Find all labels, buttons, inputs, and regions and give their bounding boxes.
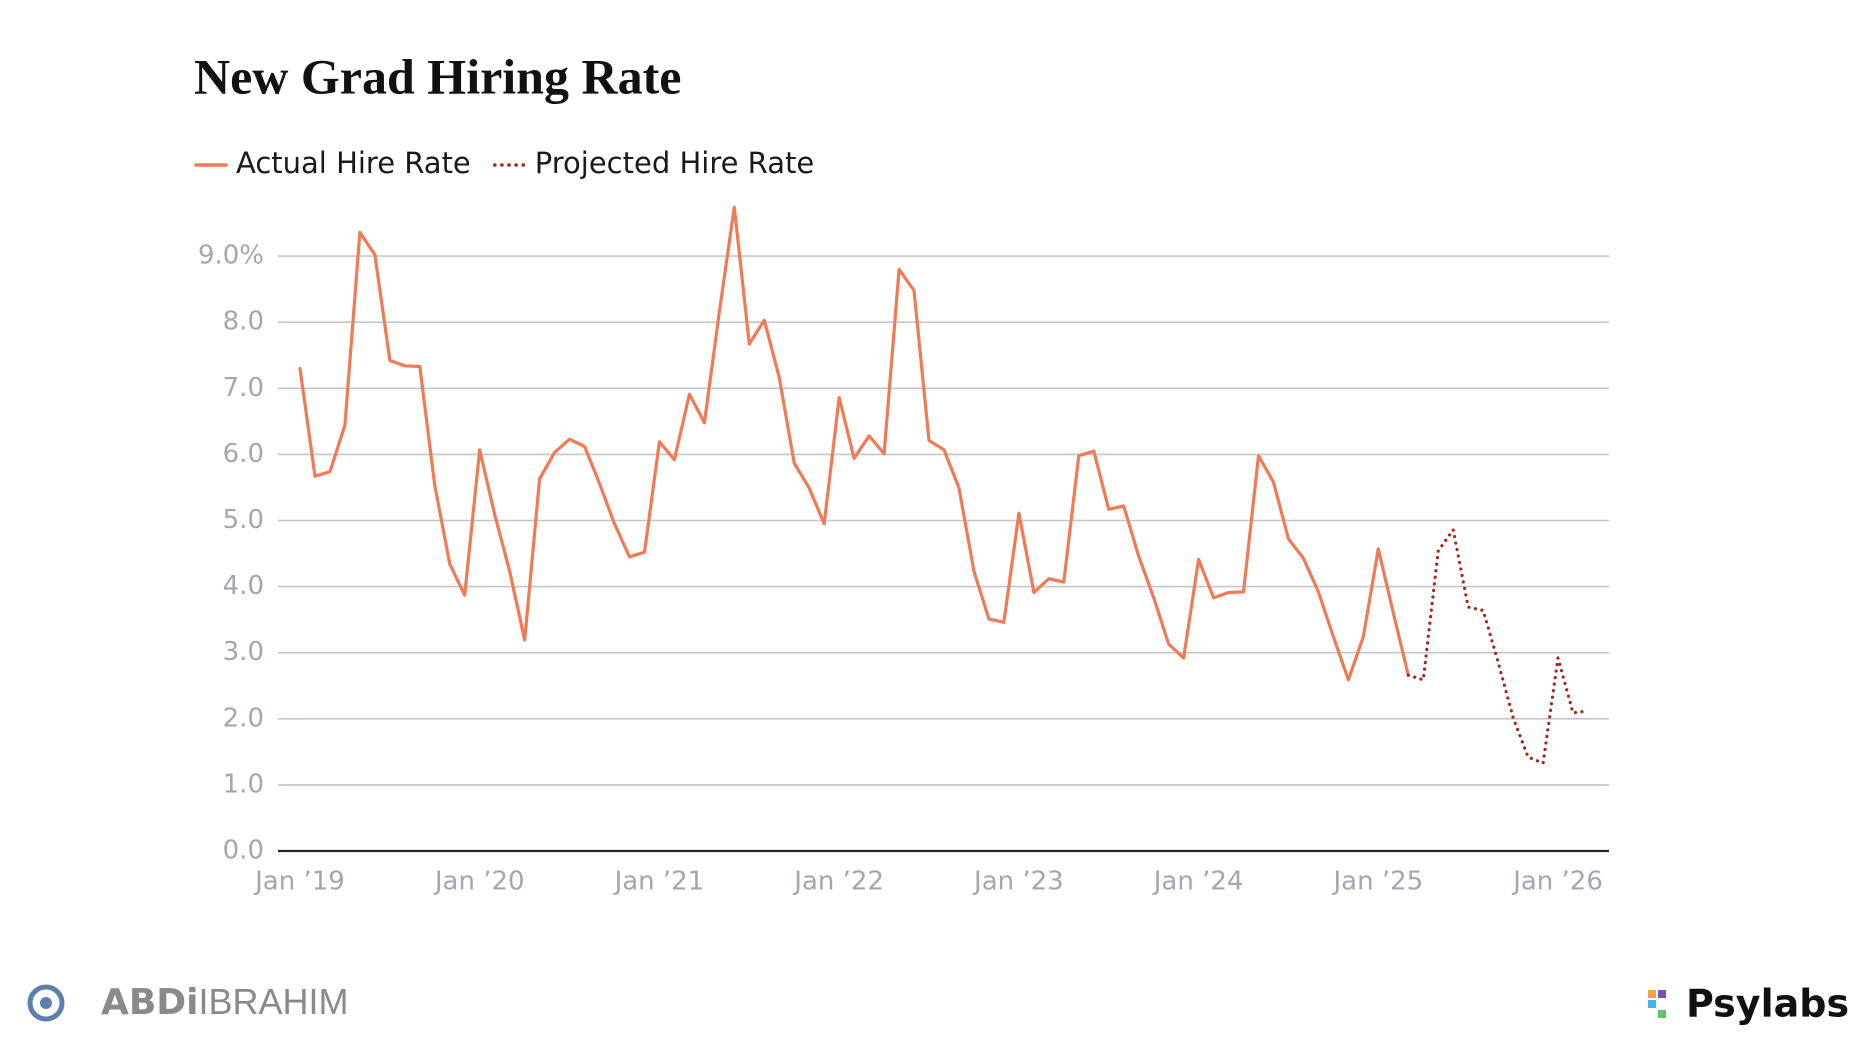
y-tick-label: 2.0 bbox=[223, 703, 264, 733]
x-tick-label: Jan ’21 bbox=[613, 867, 705, 897]
line-series bbox=[1406, 528, 1590, 765]
legend-label: Actual Hire Rate bbox=[236, 146, 471, 180]
footer: ABDiIBRAHIM Psylabs bbox=[27, 981, 1849, 1026]
x-tick-label: Jan ’23 bbox=[972, 867, 1064, 897]
x-tick-label: Jan ’26 bbox=[1511, 867, 1603, 897]
x-tick-label: Jan ’24 bbox=[1152, 867, 1244, 897]
logo-light: IBRAHIM bbox=[199, 981, 349, 1022]
y-tick-label: 8.0 bbox=[223, 307, 264, 337]
logo-icon bbox=[1658, 990, 1666, 998]
logo-icon bbox=[1648, 1000, 1656, 1008]
logo-icon bbox=[40, 997, 52, 1009]
line-series bbox=[298, 205, 1410, 682]
y-tick-label: 0.0 bbox=[223, 836, 264, 866]
y-tick-label: 4.0 bbox=[223, 571, 264, 601]
y-tick-label: 1.0 bbox=[223, 769, 264, 799]
logo-icon bbox=[1648, 990, 1656, 998]
legend-label: Projected Hire Rate bbox=[535, 146, 814, 180]
plot: 0.0 1.0 2.0 3.0 4.0 5.0 6.0 7.0 8.0 9.0% Jan ’19 Ja… bbox=[198, 205, 1609, 897]
logo-bold: ABDi bbox=[101, 982, 199, 1023]
y-tick-label: 3.0 bbox=[223, 637, 264, 667]
x-tick-label: Jan ’25 bbox=[1331, 867, 1423, 897]
y-tick-label: 6.0 bbox=[223, 439, 264, 469]
y-tick-label: 9.0% bbox=[198, 241, 264, 271]
logo-icon bbox=[1658, 1010, 1666, 1018]
x-tick-label: Jan ’22 bbox=[792, 867, 884, 897]
x-tick-label: Jan ’20 bbox=[433, 867, 525, 897]
y-tick-label: 7.0 bbox=[223, 373, 264, 403]
logo-icon bbox=[27, 984, 65, 1022]
logo-text: Psylabs bbox=[1686, 982, 1849, 1026]
legend: Actual Hire Rate Projected Hire Rate bbox=[194, 146, 814, 180]
y-tick-label: 5.0 bbox=[223, 505, 264, 535]
x-tick-label: Jan ’19 bbox=[253, 867, 345, 897]
logo-text: ABDiIBRAHIM bbox=[101, 981, 349, 1023]
chart-title: New Grad Hiring Rate bbox=[194, 48, 681, 104]
